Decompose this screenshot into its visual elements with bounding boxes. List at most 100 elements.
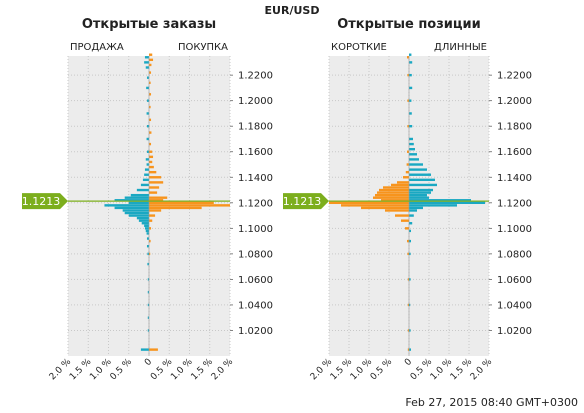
bar bbox=[407, 278, 409, 281]
x-tick-label: 1.5 % bbox=[68, 357, 94, 383]
bar bbox=[146, 245, 149, 248]
y-tick-label: 1.1400 bbox=[497, 173, 532, 184]
bar bbox=[149, 206, 202, 210]
x-tick-label: 0 bbox=[143, 357, 154, 368]
bar bbox=[114, 206, 149, 210]
bar bbox=[149, 199, 164, 202]
right-side-label: ПОКУПКА bbox=[178, 42, 228, 53]
bar bbox=[144, 61, 149, 64]
bar bbox=[146, 112, 149, 115]
bar bbox=[149, 191, 158, 194]
bar bbox=[140, 348, 149, 351]
bar bbox=[407, 125, 409, 128]
bar bbox=[128, 214, 149, 217]
bar bbox=[122, 209, 149, 212]
bar bbox=[149, 165, 154, 169]
bar bbox=[104, 204, 149, 207]
bar bbox=[409, 193, 427, 197]
pair-title: EUR/USD bbox=[265, 4, 320, 17]
bar bbox=[409, 201, 485, 205]
bar bbox=[147, 303, 149, 307]
bar bbox=[407, 303, 409, 307]
bar bbox=[409, 229, 411, 233]
bar bbox=[409, 168, 427, 171]
y-tick-label: 1.2000 bbox=[497, 96, 532, 107]
x-tick-label: 2.0 % bbox=[469, 357, 495, 383]
bar bbox=[147, 262, 149, 266]
bar bbox=[403, 176, 409, 179]
bar bbox=[149, 170, 157, 174]
bar bbox=[149, 252, 151, 256]
bar bbox=[409, 239, 411, 243]
bar bbox=[409, 163, 423, 166]
bar bbox=[149, 131, 152, 134]
bar bbox=[149, 181, 164, 184]
bar bbox=[149, 219, 153, 222]
bar bbox=[407, 239, 409, 243]
bar bbox=[407, 73, 409, 77]
bar bbox=[149, 186, 160, 189]
bar bbox=[383, 186, 409, 189]
bar bbox=[329, 201, 409, 205]
right-side-label: ДЛИННЫЕ bbox=[434, 42, 487, 53]
bar bbox=[149, 58, 154, 62]
timestamp: Feb 27, 2015 08:40 GMT+0300 bbox=[405, 396, 578, 409]
positions-panel: Открытые позиции КОРОТКИЕ ДЛИННЫЕ 1.1213 1.2… bbox=[283, 17, 532, 382]
bar bbox=[149, 176, 162, 179]
bar bbox=[409, 112, 412, 115]
y-tick-label: 1.0200 bbox=[238, 326, 273, 337]
bar bbox=[409, 125, 413, 128]
bar bbox=[407, 329, 409, 332]
bar bbox=[409, 137, 413, 141]
bar bbox=[146, 232, 149, 235]
y-tick-label: 1.2000 bbox=[238, 96, 273, 107]
price-tag bbox=[283, 193, 329, 210]
bar bbox=[409, 183, 437, 187]
bar bbox=[147, 316, 149, 319]
bar bbox=[409, 158, 419, 161]
bar bbox=[381, 199, 409, 202]
x-tick-label: 0.5 % bbox=[409, 357, 435, 383]
bar bbox=[409, 252, 411, 256]
bar bbox=[149, 81, 151, 85]
y-tick-label: 1.1800 bbox=[238, 122, 273, 133]
bar bbox=[149, 201, 214, 205]
y-tick-label: 1.1000 bbox=[238, 224, 273, 235]
bar bbox=[149, 196, 168, 199]
panel-title: Открытые позиции bbox=[337, 17, 481, 32]
bar bbox=[377, 191, 409, 194]
bar bbox=[409, 196, 429, 199]
bar bbox=[407, 348, 409, 351]
y-tick-label: 1.2200 bbox=[238, 71, 273, 82]
y-tick-label: 1.0400 bbox=[497, 300, 532, 311]
y-tick-label: 1.0600 bbox=[238, 275, 273, 286]
x-tick-label: 0.5 % bbox=[149, 357, 175, 383]
bar bbox=[144, 227, 149, 230]
bar bbox=[379, 188, 409, 192]
price-tag bbox=[22, 193, 68, 210]
bar bbox=[146, 86, 149, 90]
bar bbox=[124, 211, 149, 215]
bar bbox=[149, 53, 153, 56]
bar bbox=[144, 56, 149, 59]
bar bbox=[409, 142, 414, 146]
bar bbox=[149, 239, 151, 243]
orders-panel: Открытые заказы ПРОДАЖА ПОКУПКА 1.1213 1.220… bbox=[22, 17, 273, 382]
bar bbox=[144, 224, 149, 227]
bar bbox=[136, 216, 149, 220]
bar bbox=[409, 329, 411, 332]
bar bbox=[409, 53, 412, 56]
bar bbox=[149, 348, 158, 351]
bar bbox=[391, 183, 409, 187]
y-tick-label: 1.1600 bbox=[238, 147, 273, 158]
bar bbox=[149, 160, 153, 164]
bar bbox=[147, 329, 149, 332]
bar bbox=[395, 214, 409, 217]
bar bbox=[409, 147, 415, 151]
y-tick-label: 1.1200 bbox=[497, 198, 532, 209]
bar bbox=[146, 125, 149, 128]
x-tick-label: 0.5 % bbox=[109, 357, 135, 383]
bar bbox=[409, 86, 413, 90]
bar bbox=[385, 209, 409, 212]
bar bbox=[130, 193, 149, 197]
